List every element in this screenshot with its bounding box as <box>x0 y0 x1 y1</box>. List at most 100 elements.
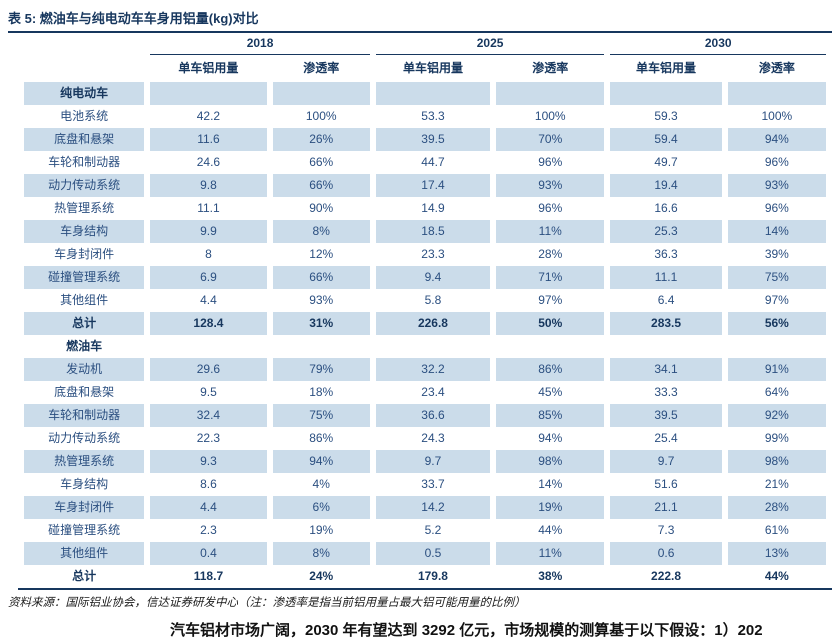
cell-value: 283.5 <box>610 312 722 335</box>
cell-value: 100% <box>305 109 337 123</box>
cell-value: 8% <box>272 542 370 565</box>
table-row: 底盘和悬架 9.5 18% 23.4 45% 33.3 64% <box>24 381 826 404</box>
table-row: 其他组件 4.4 93% 5.8 97% 6.4 97% <box>24 289 826 312</box>
table-row: 车轮和制动器 32.4 75% 36.6 85% 39.5 92% <box>24 404 826 427</box>
cell-value: 9.5 <box>200 385 217 399</box>
cell-value: 90% <box>309 201 334 215</box>
row-label: 碰撞管理系统 <box>24 266 145 289</box>
cell-value: 6.4 <box>657 293 675 307</box>
row-label: 总计 <box>24 312 145 335</box>
col-header-aluminum-2030: 单车铝用量 <box>636 61 697 75</box>
cell-value: 66% <box>272 174 370 197</box>
row-label: 底盘和悬架 <box>24 128 145 151</box>
cell-value: 128.4 <box>150 312 267 335</box>
cell-value: 36.3 <box>654 247 678 261</box>
cell-value <box>273 335 370 358</box>
cell-value: 79% <box>272 358 370 381</box>
cell-value: 0.5 <box>375 542 491 565</box>
cell-value: 93% <box>309 293 334 307</box>
row-label: 车身结构 <box>24 220 145 243</box>
table-row: 车身结构 8.6 4% 33.7 14% 51.6 21% <box>24 473 826 496</box>
cell-value: 98% <box>496 450 605 473</box>
cell-value: 53.3 <box>421 109 445 123</box>
cell-value: 7.3 <box>657 523 675 537</box>
cell-value: 28% <box>538 247 563 261</box>
total-row: 总计 128.4 31% 226.8 50% 283.5 56% <box>24 312 826 335</box>
cell-value: 4% <box>312 477 330 491</box>
table-container: 2018 2025 2030 单车铝用量 渗透率 单车铝用量 渗透率 单车铝用量… <box>18 33 832 590</box>
cell-value: 14.9 <box>421 201 445 215</box>
cell-value: 38% <box>538 569 563 583</box>
cell-value: 16.6 <box>654 201 678 215</box>
year-group-2018: 2018 <box>150 33 370 55</box>
cell-value: 96% <box>764 201 789 215</box>
cell-value: 29.6 <box>150 358 267 381</box>
cell-value: 13% <box>727 542 826 565</box>
cell-value: 85% <box>496 404 605 427</box>
cell-value: 11.1 <box>610 266 722 289</box>
cell-value: 18.5 <box>375 220 491 243</box>
table-row: 电池系统 42.2 100% 53.3 100% 59.3 100% <box>24 105 826 128</box>
cell-value: 226.8 <box>375 312 491 335</box>
table-row: 车身封闭件 8 12% 23.3 28% 36.3 39% <box>24 243 826 266</box>
row-label: 电池系统 <box>60 109 109 123</box>
cell-value: 44.7 <box>421 155 445 169</box>
cell-value: 4.4 <box>150 496 267 519</box>
body-paragraph-clipped: 汽车铝材市场广阔，2030 年有望达到 3292 亿元，市场规模的测算基于以下假… <box>170 622 763 639</box>
cell-value: 24% <box>309 569 334 583</box>
column-header-row: 单车铝用量 渗透率 单车铝用量 渗透率 单车铝用量 渗透率 <box>24 55 826 82</box>
cell-value: 91% <box>727 358 826 381</box>
cell-value: 45% <box>538 385 563 399</box>
col-header-penetration-2025: 渗透率 <box>532 61 569 75</box>
cell-value: 11% <box>496 542 605 565</box>
cell-value: 93% <box>496 174 605 197</box>
cell-value: 9.9 <box>150 220 267 243</box>
row-label: 热管理系统 <box>54 201 115 215</box>
cell-value: 12% <box>309 247 334 261</box>
cell-value: 49.7 <box>654 155 678 169</box>
row-label: 底盘和悬架 <box>54 385 115 399</box>
cell-value: 6% <box>272 496 370 519</box>
cell-value: 32.2 <box>375 358 491 381</box>
row-label: 车轮和制动器 <box>48 155 121 169</box>
report-page: 表 5: 燃油车与纯电动车车身用铝量(kg)对比 2018 2025 2030 … <box>0 8 832 639</box>
cell-value: 9.4 <box>375 266 491 289</box>
cell-value: 33.7 <box>421 477 445 491</box>
cell-value: 86% <box>309 431 334 445</box>
section-header-row: 纯电动车 <box>24 82 826 105</box>
row-label: 车身封闭件 <box>54 247 115 261</box>
cell-value: 44% <box>764 569 789 583</box>
cell-value: 59.3 <box>654 109 678 123</box>
cell-value: 61% <box>764 523 789 537</box>
cell-value: 11% <box>496 220 605 243</box>
col-header-penetration-2018: 渗透率 <box>303 61 340 75</box>
cell-value: 25.4 <box>654 431 678 445</box>
cell-value: 75% <box>272 404 370 427</box>
cell-value: 66% <box>272 266 370 289</box>
cell-value <box>496 335 604 358</box>
cell-value: 26% <box>272 128 370 151</box>
cell-value: 96% <box>538 201 563 215</box>
cell-value: 64% <box>764 385 789 399</box>
cell-value: 96% <box>538 155 563 169</box>
row-label: 发动机 <box>24 358 145 381</box>
row-label: 燃油车 <box>66 339 103 353</box>
cell-value: 33.3 <box>654 385 678 399</box>
cell-value: 8 <box>205 247 212 261</box>
table-row: 动力传动系统 9.8 66% 17.4 93% 19.4 93% <box>24 174 826 197</box>
cell-value: 222.8 <box>651 569 682 583</box>
col-header-aluminum-2018: 单车铝用量 <box>178 61 239 75</box>
cell-value: 97% <box>538 293 563 307</box>
cell-value: 9.7 <box>375 450 491 473</box>
cell-value: 19.4 <box>610 174 722 197</box>
row-label: 动力传动系统 <box>48 431 121 445</box>
cell-value: 50% <box>496 312 605 335</box>
cell-value <box>376 335 490 358</box>
cell-value: 23.3 <box>421 247 445 261</box>
table-title: 表 5: 燃油车与纯电动车车身用铝量(kg)对比 <box>8 8 832 33</box>
cell-value: 59.4 <box>610 128 722 151</box>
cell-value: 11.1 <box>197 201 220 215</box>
cell-value <box>150 82 267 105</box>
cell-value: 56% <box>727 312 826 335</box>
cell-value: 94% <box>727 128 826 151</box>
